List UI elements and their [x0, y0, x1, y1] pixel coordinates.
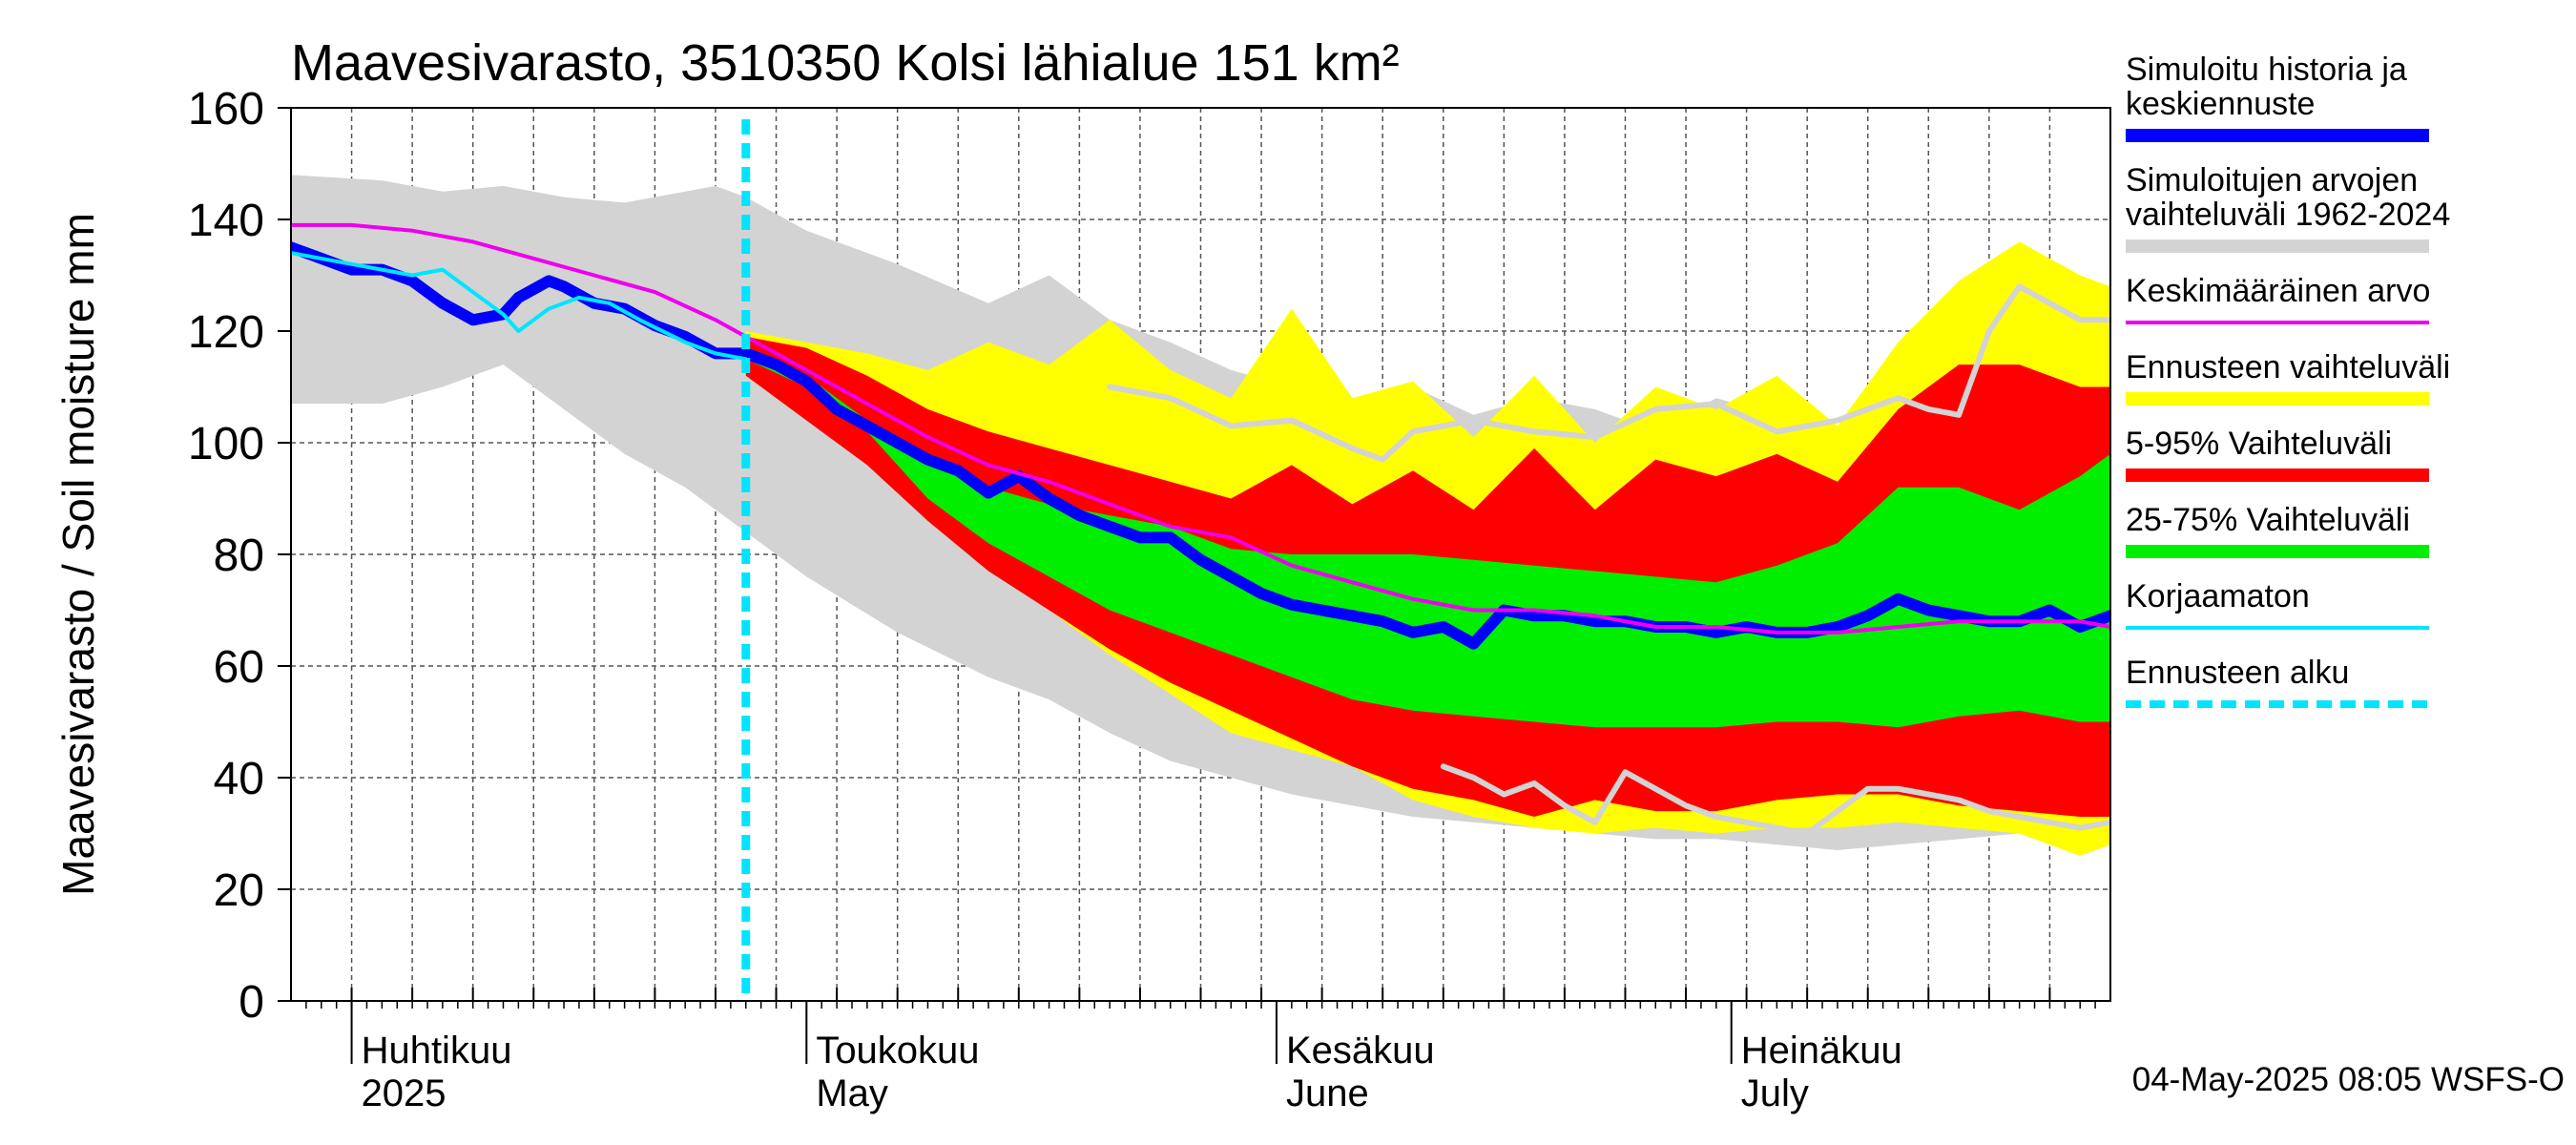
y-tick-label: 140	[188, 196, 264, 246]
month-label-en: 2025	[362, 1072, 447, 1114]
y-tick-label: 40	[214, 754, 264, 804]
line-series-7	[1107, 283, 2110, 463]
legend-label-0: Simuloitu historia ja	[2126, 52, 2407, 88]
legend-label-7: Ennusteen alku	[2126, 655, 2349, 691]
x-axis	[305, 988, 2096, 1009]
legend-label-2: Keskimääräinen arvo	[2126, 273, 2430, 309]
month-label-fi: Huhtikuu	[362, 1030, 512, 1072]
y-tick-label: 160	[188, 84, 264, 135]
legend-label-4: 5-95% Vaihteluväli	[2126, 426, 2392, 462]
legend-label-1: Simuloitujen arvojen	[2126, 162, 2418, 198]
y-tick-label: 20	[214, 865, 264, 916]
y-axis: 0 20 40 60 80 100 120 140 160	[188, 84, 291, 1028]
timestamp-footer: 04-May-2025 08:05 WSFS-O	[2132, 1061, 2565, 1098]
chart-title: Maavesivarasto, 3510350 Kolsi lähialue 1…	[291, 34, 1400, 92]
legend-label-3: Ennusteen vaihteluväli	[2126, 349, 2450, 385]
month-label-en: May	[816, 1072, 888, 1114]
y-tick-label: 100	[188, 419, 264, 469]
y-tick-label: 120	[188, 307, 264, 358]
y-tick-label: 80	[214, 531, 264, 581]
month-label-en: June	[1286, 1072, 1369, 1114]
month-label-fi: Toukokuu	[816, 1030, 979, 1072]
legend-label-1: vaihteluväli 1962-2024	[2126, 197, 2450, 233]
line-series-6	[291, 251, 748, 362]
line-series-5	[291, 222, 2110, 635]
legend-label-5: 25-75% Vaihteluväli	[2126, 502, 2410, 538]
month-label-fi: Kesäkuu	[1286, 1030, 1435, 1072]
y-axis-label: Maavesivarasto / Soil moisture mm	[53, 213, 103, 896]
legend-label-0: keskiennuste	[2126, 86, 2315, 122]
line-series-8	[1440, 763, 2110, 837]
y-tick-label: 60	[214, 642, 264, 693]
legend-label-6: Korjaamaton	[2126, 578, 2310, 614]
month-label-fi: Heinäkuu	[1741, 1030, 1902, 1072]
month-label-en: July	[1741, 1072, 1809, 1114]
y-tick-label: 0	[239, 977, 264, 1028]
